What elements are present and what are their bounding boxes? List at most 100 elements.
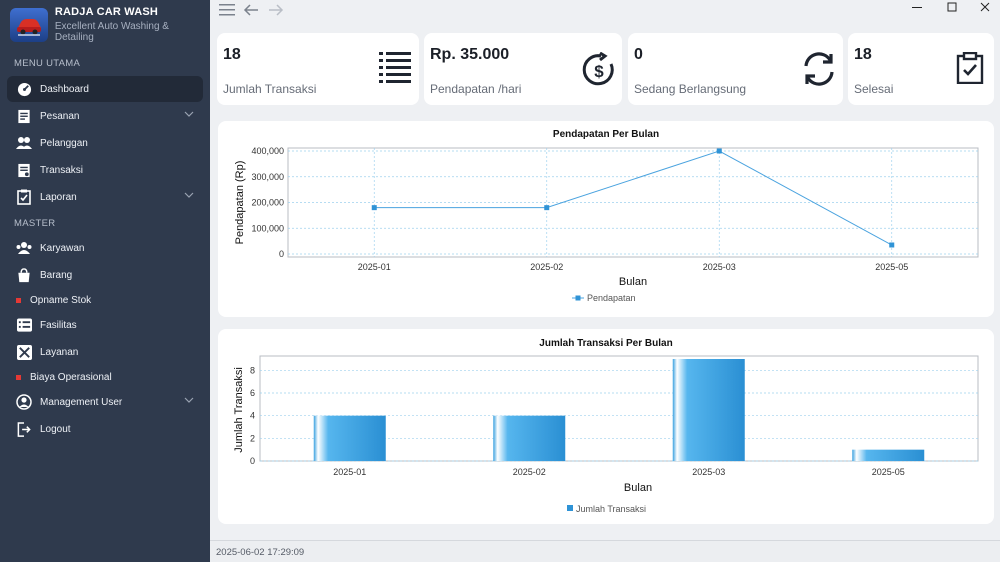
bar — [672, 359, 745, 461]
status-timestamp: 2025-06-02 17:29:09 — [216, 547, 305, 558]
x-tick-label: 2025-02 — [513, 467, 546, 477]
sidebar-item-karyawan[interactable]: Karyawan — [7, 235, 203, 261]
top-bar — [210, 0, 1000, 22]
sidebar-item-transaksi[interactable]: Transaksi — [7, 157, 203, 183]
stat-card-jumlah-transaksi: 18 Jumlah Transaksi — [217, 33, 419, 105]
list-icon — [379, 52, 411, 83]
customers-icon — [16, 135, 32, 151]
y-tick-label: 2 — [250, 433, 255, 443]
stat-card-pendapatan: Rp. 35.000 Pendapatan /hari $ — [424, 33, 622, 105]
sidebar-item-logout[interactable]: Logout — [7, 416, 203, 442]
series-line — [374, 150, 892, 246]
red-dot-icon — [16, 297, 21, 303]
brand: RADJA CAR WASH Excellent Auto Washing & … — [10, 6, 210, 43]
stat-value: 18 — [223, 46, 241, 63]
sidebar-item-biaya-operasional[interactable]: Biaya Operasional — [7, 364, 203, 390]
sidebar-item-label: Laporan — [40, 191, 77, 203]
transaction-icon — [16, 162, 32, 178]
stat-value: 0 — [634, 46, 643, 63]
maximize-button[interactable] — [937, 0, 967, 14]
minimize-button[interactable] — [902, 0, 932, 14]
sidebar-item-label: Transaksi — [40, 164, 83, 176]
sidebar-item-management-user[interactable]: Management User — [7, 389, 203, 415]
data-point — [544, 205, 550, 211]
user-icon — [16, 394, 32, 410]
goods-icon — [16, 267, 32, 283]
x-tick-label: 2025-02 — [530, 262, 563, 272]
stat-label: Sedang Berlangsung — [634, 82, 747, 96]
back-arrow-icon[interactable] — [243, 3, 259, 17]
sidebar-item-dashboard[interactable]: Dashboard — [7, 76, 203, 102]
service-icon — [16, 344, 32, 360]
x-tick-label: 2025-03 — [703, 262, 736, 272]
y-tick-label: 100,000 — [251, 223, 284, 233]
sidebar-item-opname-stok[interactable]: Opname Stok — [7, 287, 203, 313]
sidebar-item-label: Dashboard — [40, 83, 89, 95]
sidebar-item-laporan[interactable]: Laporan — [7, 184, 203, 210]
legend-label: Pendapatan — [587, 293, 636, 303]
sidebar-item-fasilitas[interactable]: Fasilitas — [7, 312, 203, 338]
y-tick-label: 0 — [279, 249, 284, 259]
sidebar-item-label: Pesanan — [40, 110, 80, 122]
y-tick-label: 300,000 — [251, 172, 284, 182]
sidebar-item-layanan[interactable]: Layanan — [7, 339, 203, 365]
section-label-menu-utama: MENU UTAMA — [14, 58, 81, 69]
dashboard-icon — [16, 81, 32, 97]
sidebar-item-label: Barang — [40, 269, 73, 281]
section-label-master: MASTER — [14, 218, 56, 229]
money-cycle-icon: $ — [582, 52, 614, 86]
sidebar-item-label: Opname Stok — [30, 294, 92, 306]
chart-title: Pendapatan Per Bulan — [552, 129, 660, 140]
car-wash-logo — [10, 7, 48, 42]
x-tick-label: 2025-05 — [875, 262, 908, 272]
logout-icon — [16, 421, 32, 437]
facility-icon — [16, 317, 32, 333]
legend-marker — [575, 295, 581, 301]
y-axis-label: Jumlah Transaksi — [233, 367, 245, 453]
forward-arrow-icon[interactable] — [268, 3, 284, 17]
sidebar-item-label: Fasilitas — [40, 319, 77, 331]
data-point — [889, 242, 895, 248]
x-tick-label: 2025-01 — [358, 262, 391, 272]
y-tick-label: 8 — [250, 365, 255, 375]
close-icon — [980, 2, 990, 12]
y-tick-label: 200,000 — [251, 198, 284, 208]
employee-icon — [16, 240, 32, 256]
sidebar-item-label: Management User — [40, 396, 123, 408]
line-chart-panel: Pendapatan Per Bulan 0 100,000 200,000 300,… — [218, 121, 994, 317]
sidebar-item-label: Biaya Operasional — [30, 371, 112, 383]
stat-label: Pendapatan /hari — [430, 82, 522, 96]
sidebar-item-pesanan[interactable]: Pesanan — [7, 103, 203, 129]
brand-subtitle: Excellent Auto Washing & Detailing — [54, 21, 169, 43]
report-icon — [16, 189, 32, 205]
stat-value: Rp. 35.000 — [430, 46, 510, 63]
sidebar-item-pelanggan[interactable]: Pelanggan — [7, 130, 203, 156]
minimize-icon — [912, 7, 922, 8]
svg-text:$: $ — [594, 62, 604, 81]
y-tick-label: 400,000 — [251, 146, 284, 156]
line-chart: 0 100,000 200,000 300,000 400,000 2025-01 2025… — [234, 146, 979, 303]
x-tick-label: 2025-01 — [333, 467, 366, 477]
sidebar-item-label: Logout — [40, 423, 71, 435]
close-button[interactable] — [970, 0, 1000, 14]
sidebar-item-label: Pelanggan — [40, 137, 88, 149]
y-axis-label: Pendapatan (Rp) — [234, 161, 246, 245]
x-tick-label: 2025-05 — [872, 467, 905, 477]
stat-card-selesai: 18 Selesai — [848, 33, 994, 105]
bar — [852, 449, 925, 461]
maximize-icon — [947, 2, 957, 12]
sidebar-item-barang[interactable]: Barang — [7, 262, 203, 288]
x-axis-label: Bulan — [624, 482, 652, 494]
y-tick-label: 6 — [250, 388, 255, 398]
y-tick-label: 4 — [250, 411, 255, 421]
clipboard-check-icon — [956, 52, 984, 84]
x-tick-label: 2025-03 — [692, 467, 725, 477]
chart-title: Jumlah Transaksi Per Bulan — [539, 338, 673, 349]
bar — [313, 415, 386, 461]
order-icon — [16, 108, 32, 124]
x-axis-label: Bulan — [619, 276, 647, 288]
hamburger-menu-icon[interactable] — [219, 4, 235, 16]
stat-label: Selesai — [854, 82, 894, 96]
legend-marker — [567, 505, 573, 511]
chevron-down-icon — [184, 397, 194, 403]
